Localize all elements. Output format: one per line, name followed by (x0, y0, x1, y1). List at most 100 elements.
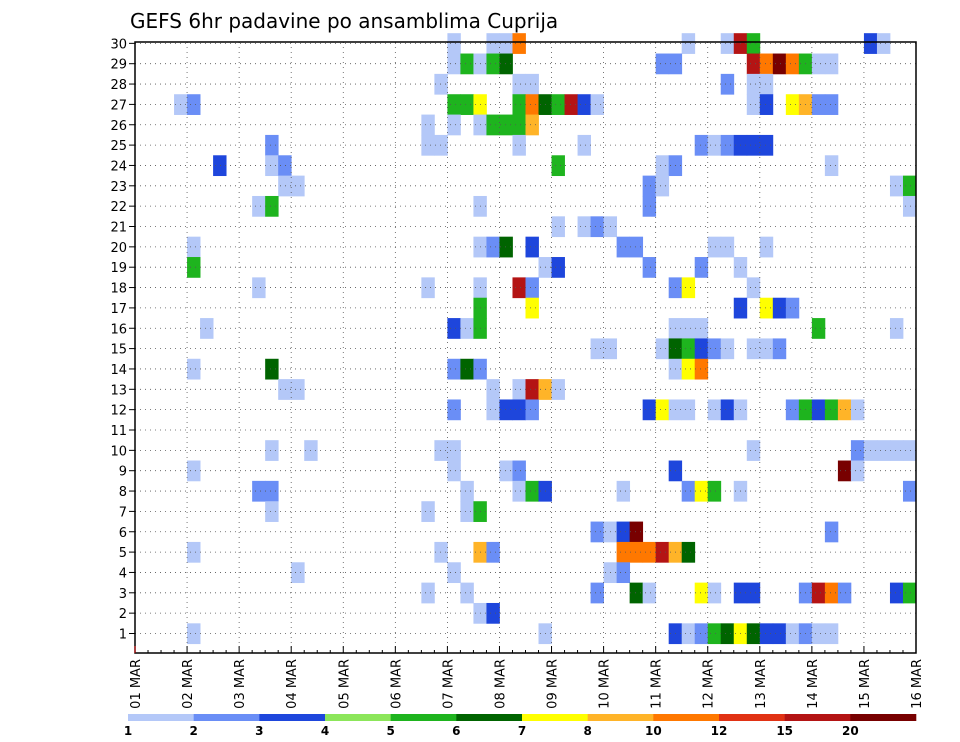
y-tick-label: 9 (119, 465, 127, 480)
heatmap-cell (525, 236, 539, 258)
heatmap-cell (759, 297, 774, 319)
heatmap-cell (486, 602, 500, 624)
heatmap-cell (447, 114, 461, 136)
heatmap-cell (759, 94, 774, 115)
y-tick-label: 4 (119, 566, 127, 581)
heatmap-cell (525, 480, 539, 502)
heatmap-cell (707, 582, 722, 604)
heatmap-cell (291, 175, 305, 197)
heatmap-cell (590, 94, 604, 115)
heatmap-cell (694, 338, 709, 360)
legend-label: 7 (518, 724, 526, 738)
heatmap-cell (746, 94, 761, 115)
y-tick-label: 27 (110, 98, 127, 113)
heatmap-cell (707, 623, 722, 645)
heatmap-cell (590, 216, 604, 238)
heatmap-cell (525, 399, 539, 421)
heatmap-cell (525, 73, 539, 95)
heatmap-cell (525, 114, 539, 136)
grid-lines (135, 42, 916, 653)
y-tick-label: 19 (110, 261, 127, 276)
x-tick-label: 11 MAR (650, 659, 665, 709)
heatmap-cell (811, 582, 826, 604)
heatmap-cell (655, 338, 670, 360)
y-tick-label: 21 (110, 221, 127, 236)
heatmap-cell (512, 460, 526, 482)
heatmap-cell (811, 318, 826, 339)
heatmap-cell (187, 623, 201, 645)
heatmap-cell (655, 53, 670, 75)
heatmap-cell (291, 562, 305, 584)
heatmap-cell (512, 33, 526, 54)
heatmap-cell (824, 53, 839, 75)
heatmap-cell (291, 379, 305, 400)
heatmap-cell (265, 155, 279, 177)
heatmap-cell (772, 53, 787, 75)
heatmap-cell (421, 501, 435, 522)
legend-label: 10 (645, 724, 662, 738)
heatmap-cell (421, 277, 435, 299)
heatmap-cell (460, 94, 474, 115)
heatmap-cell (681, 338, 696, 360)
heatmap-cell (421, 582, 435, 604)
heatmap-cell (187, 257, 201, 278)
y-tick-label: 12 (110, 404, 127, 419)
heatmap-cell (681, 358, 696, 380)
heatmap-cell (512, 480, 526, 502)
legend-label: 20 (842, 724, 859, 738)
heatmap-cell (252, 277, 266, 299)
heatmap-cell (460, 358, 474, 380)
y-tick-label: 23 (110, 180, 127, 195)
heatmap-cell (759, 236, 774, 258)
heatmap-cell (720, 33, 735, 54)
legend-label: 12 (711, 724, 728, 738)
heatmap-cell (525, 379, 539, 400)
x-tick-label: 15 MAR (858, 659, 873, 709)
heatmap-cell (590, 521, 604, 543)
heatmap-cell (759, 623, 774, 645)
heatmap-cell (551, 94, 565, 115)
heatmap-cell (200, 318, 214, 339)
y-tick-label: 6 (119, 526, 127, 541)
x-tick-label: 07 MAR (441, 659, 456, 709)
legend-swatch (259, 714, 326, 721)
heatmap-cell (512, 94, 526, 115)
heatmap-cell (460, 501, 474, 522)
x-tick-label: 05 MAR (337, 659, 352, 709)
heatmap-cell (278, 155, 292, 177)
y-tick-label: 7 (119, 505, 127, 520)
heatmap-cell (694, 318, 709, 339)
y-tick-label: 20 (110, 241, 127, 256)
heatmap-cell (772, 623, 787, 645)
heatmap-cell (447, 94, 461, 115)
heatmap-cell (694, 134, 709, 156)
y-tick-label: 14 (110, 363, 127, 378)
heatmap-cell (746, 338, 761, 360)
heatmap-cell (811, 399, 826, 421)
heatmap-cell (707, 399, 722, 421)
heatmap-cell (850, 460, 865, 482)
heatmap-cell (681, 277, 696, 299)
heatmap-cell (460, 53, 474, 75)
x-tick-label: 14 MAR (806, 659, 821, 709)
x-tick-label: 02 MAR (181, 659, 196, 709)
heatmap-cell (694, 480, 709, 502)
heatmap-cell (213, 155, 227, 177)
legend-swatch (850, 714, 917, 721)
heatmap-cell (642, 541, 657, 563)
heatmap-cell (525, 277, 539, 299)
heatmap-cell (265, 195, 279, 217)
heatmap-cell (512, 73, 526, 95)
heatmap-cell (460, 582, 474, 604)
heatmap-cell (590, 338, 604, 360)
y-tick-label: 8 (119, 485, 127, 500)
heatmap-cell (889, 440, 904, 461)
heatmap-cell (447, 358, 461, 380)
color-legend: 1 2 3 4 5 6 7 8 10 12 15 20 (124, 714, 917, 738)
y-tick-label: 28 (110, 78, 127, 93)
heatmap-cell (655, 175, 670, 197)
heatmap-cell (746, 134, 761, 156)
heatmap-cell (772, 338, 787, 360)
y-tick-label: 13 (110, 383, 127, 398)
heatmap-cell (551, 379, 565, 400)
